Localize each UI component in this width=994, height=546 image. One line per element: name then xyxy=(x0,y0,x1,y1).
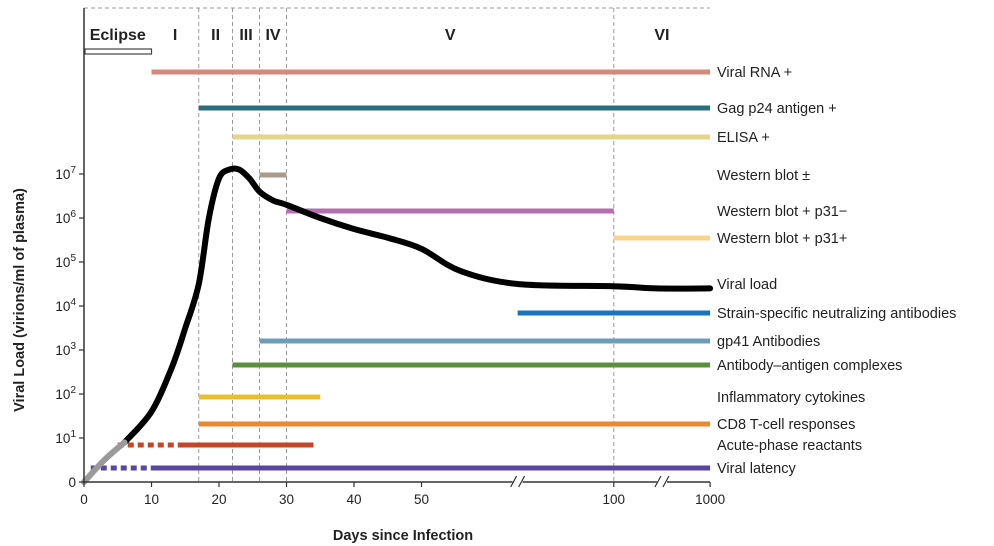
x-tick-label: 40 xyxy=(346,492,361,507)
marker-label: Viral RNA + xyxy=(717,65,792,81)
x-tick-label: 20 xyxy=(211,492,226,507)
marker-label: gp41 Antibodies xyxy=(717,334,820,350)
marker-label: Western blot + p31+ xyxy=(717,231,847,247)
x-tick-label: 10 xyxy=(144,492,159,507)
marker-labels: Viral RNA + Gag p24 antigen + ELISA + Weste… xyxy=(717,65,956,477)
stage-labels: Eclipse I II III IV V VI xyxy=(84,27,670,55)
y-tick-label: 102 xyxy=(55,385,76,402)
marker-label: ELISA + xyxy=(717,130,770,146)
eclipse-bar xyxy=(84,48,153,55)
y-tick-label: 101 xyxy=(55,429,76,446)
y-axis-title: Viral Load (virions/ml of plasma) xyxy=(12,188,28,412)
stage-label: II xyxy=(211,27,220,44)
marker-label: Antibody–antigen complexes xyxy=(717,358,902,374)
stage-label: III xyxy=(239,27,252,44)
y-tick-label: 105 xyxy=(55,253,76,270)
y-tick-label: 104 xyxy=(55,297,76,314)
x-tick-label: 0 xyxy=(80,492,88,507)
axis-break-mark xyxy=(654,475,662,488)
x-tick-label: 30 xyxy=(279,492,294,507)
stage-label: V xyxy=(445,27,456,44)
marker-label: Inflammatory cytokines xyxy=(717,390,865,406)
x-axis-title: Days since Infection xyxy=(333,528,473,544)
viral-load-curve-eclipse xyxy=(81,439,128,485)
viral-load-curve-group xyxy=(81,165,714,485)
axis-break-gap xyxy=(512,475,523,489)
y-tick-label: 106 xyxy=(55,209,76,226)
y-tick-label: 107 xyxy=(55,165,76,182)
x-tick-label: 50 xyxy=(414,492,429,507)
axes: 0 10 20 30 40 50 100 1000 0 101 102 103 104 105 106 107 xyxy=(55,8,725,507)
y-tick-label: 103 xyxy=(55,341,76,358)
marker-label: Gag p24 antigen + xyxy=(717,101,837,117)
axis-break-mark xyxy=(510,475,518,488)
stage-label: IV xyxy=(265,27,280,44)
x-tick-label: 1000 xyxy=(695,492,725,507)
y-tick-label: 0 xyxy=(68,475,76,490)
axis-break-mark xyxy=(518,475,526,488)
stage-boundary-gridlines xyxy=(84,7,710,482)
marker-label: Western blot ± xyxy=(717,168,810,184)
marker-label: Western blot + p31− xyxy=(717,204,847,220)
axis-break-gap xyxy=(656,475,667,489)
marker-label: Viral load xyxy=(717,277,777,293)
marker-label: CD8 T-cell responses xyxy=(717,417,855,433)
stage-label: Eclipse xyxy=(90,27,146,44)
marker-label: Viral latency xyxy=(717,461,796,477)
stage-label: I xyxy=(173,27,177,44)
axis-break-mark xyxy=(662,475,670,488)
viral-load-curve xyxy=(121,165,714,446)
marker-bars xyxy=(90,69,711,471)
stage-label: VI xyxy=(654,27,669,44)
marker-label: Strain-specific neutralizing antibodies xyxy=(717,306,956,322)
marker-label: Acute-phase reactants xyxy=(717,438,862,454)
x-tick-label: 100 xyxy=(603,492,626,507)
